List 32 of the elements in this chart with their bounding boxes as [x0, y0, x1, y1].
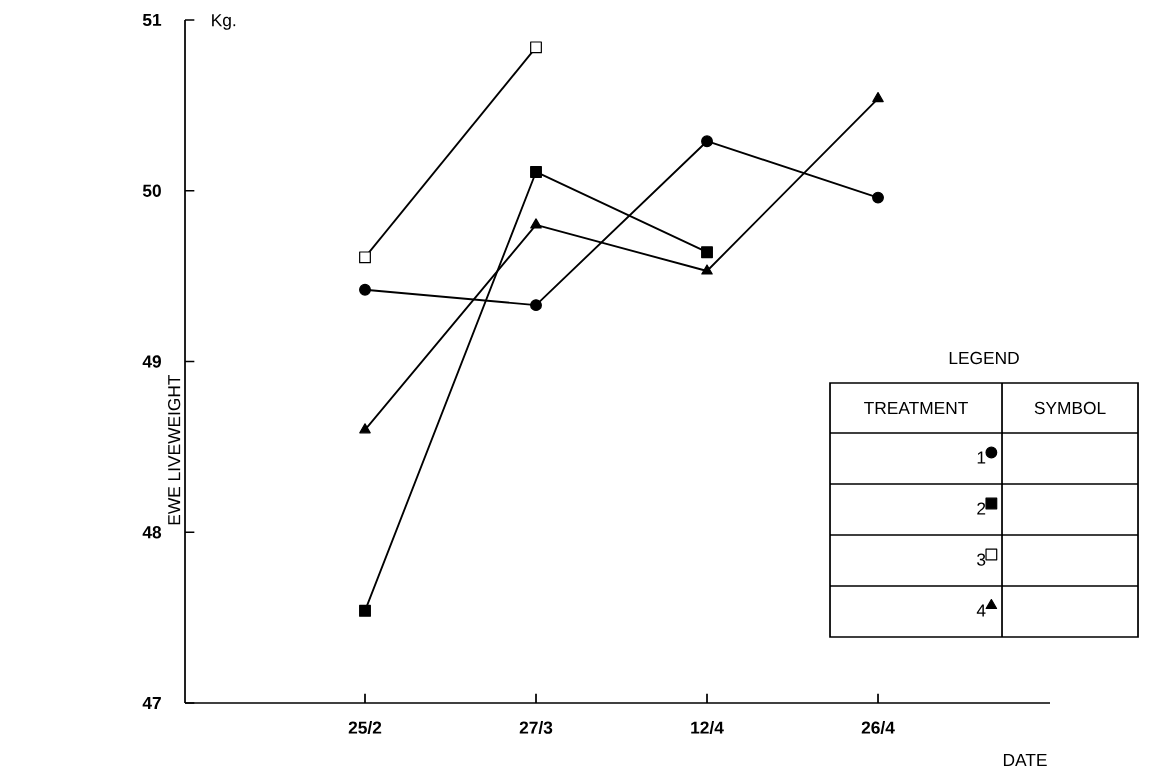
point	[530, 166, 542, 178]
point	[872, 91, 884, 103]
point	[530, 299, 542, 312]
y-tick-label: 50	[142, 184, 161, 197]
x-axis-title: DATE	[1003, 754, 1047, 766]
x-tick-label: 26/4	[861, 721, 895, 734]
y-tick-label: 51	[142, 13, 162, 27]
legend-label: 3	[977, 553, 986, 566]
point	[359, 423, 371, 434]
legend-title: LEGEND	[949, 351, 1019, 365]
point	[701, 135, 713, 148]
y-tick-label: 49	[142, 355, 161, 368]
legend-label: 1	[977, 451, 986, 464]
y-tick-label: 48	[142, 526, 162, 539]
point	[701, 246, 713, 259]
legend-label: 2	[977, 502, 986, 515]
annotation: Kg.	[212, 14, 236, 30]
point	[701, 264, 713, 275]
y-axis-title: EWE LIVEWEIGHT	[168, 374, 181, 525]
point	[359, 251, 371, 264]
point	[530, 41, 542, 54]
y-tick-label: 47	[142, 697, 161, 709]
point	[359, 604, 371, 617]
legend-label: 4	[976, 604, 986, 617]
x-tick-label: 12/4	[691, 721, 724, 734]
x-tick-label: 27/3	[519, 721, 553, 734]
annotation: SYMBOL	[1034, 401, 1106, 415]
point	[872, 191, 884, 204]
x-tick-label: 25/2	[348, 721, 382, 734]
point	[359, 283, 371, 296]
point	[530, 218, 542, 229]
annotation: TREATMENT	[864, 402, 968, 414]
